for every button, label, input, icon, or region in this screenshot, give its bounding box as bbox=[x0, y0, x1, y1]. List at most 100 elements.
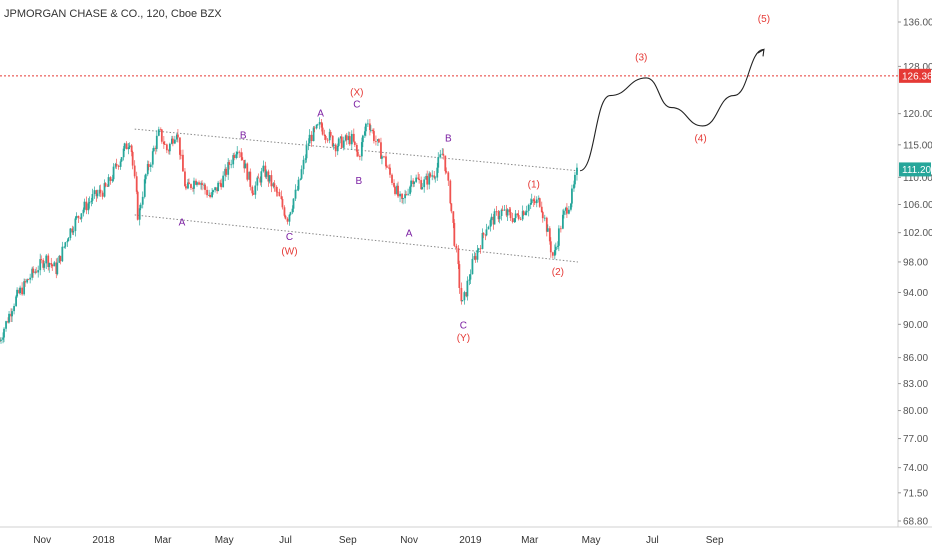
resistance-level-badge bbox=[899, 68, 931, 83]
candle-body bbox=[469, 274, 472, 280]
candle-body bbox=[59, 255, 62, 262]
candle-body bbox=[347, 136, 350, 141]
candle-body bbox=[350, 133, 353, 145]
candle-body bbox=[331, 135, 334, 147]
candle-body bbox=[47, 255, 50, 267]
candle-body bbox=[334, 144, 337, 152]
candle-body bbox=[372, 129, 374, 132]
candle-body bbox=[565, 207, 567, 211]
candle-body bbox=[355, 144, 358, 152]
candle-body bbox=[160, 129, 163, 142]
channel-lower-line bbox=[134, 214, 579, 263]
candle-body bbox=[233, 155, 236, 158]
candle-body bbox=[259, 178, 262, 183]
candle-body bbox=[318, 122, 321, 125]
candle-body bbox=[0, 339, 2, 341]
candle-body bbox=[40, 259, 43, 261]
candle-body bbox=[385, 156, 387, 167]
candle-body bbox=[557, 228, 560, 246]
wave-label: C bbox=[286, 232, 293, 243]
candle-body bbox=[495, 211, 498, 213]
wave-label: A bbox=[179, 218, 186, 229]
candle-body bbox=[308, 134, 311, 144]
candle-body bbox=[154, 147, 157, 149]
candle-body bbox=[561, 214, 564, 229]
candle-body bbox=[500, 209, 503, 216]
candle-body bbox=[439, 154, 442, 158]
candle-body bbox=[133, 165, 136, 177]
candle-body bbox=[264, 165, 267, 177]
candle-body bbox=[265, 171, 268, 177]
chart-title: JPMORGAN CHASE & CO., 120, Cboe BZX bbox=[4, 8, 222, 20]
candle-body bbox=[146, 164, 149, 175]
candle-body bbox=[455, 245, 458, 249]
candle-body bbox=[505, 209, 508, 216]
candle-body bbox=[508, 209, 511, 213]
candle-body bbox=[497, 211, 500, 220]
projection-path bbox=[579, 48, 765, 172]
candle-body bbox=[447, 172, 450, 181]
candle-body bbox=[463, 292, 466, 301]
candle-body bbox=[519, 218, 522, 220]
candle-body bbox=[211, 192, 213, 198]
candle-body bbox=[103, 183, 106, 197]
candle-body bbox=[516, 213, 519, 216]
candle-body bbox=[190, 184, 192, 189]
candle-body bbox=[458, 264, 461, 288]
candle-body bbox=[125, 143, 128, 150]
price-tick-label: 86.00 bbox=[903, 353, 928, 364]
candle-body bbox=[167, 150, 170, 152]
candle-body bbox=[249, 171, 252, 187]
candle-body bbox=[540, 206, 543, 213]
candle-body bbox=[187, 182, 189, 189]
wave-label: B bbox=[445, 134, 452, 145]
candle-body bbox=[375, 141, 377, 142]
price-tick-label: 94.00 bbox=[903, 288, 928, 299]
candle-body bbox=[291, 208, 294, 213]
candle-body bbox=[58, 255, 61, 263]
candle-body bbox=[307, 143, 310, 146]
candle-body bbox=[471, 258, 474, 275]
candle-body bbox=[373, 131, 375, 142]
candle-body bbox=[82, 209, 85, 214]
candle-body bbox=[29, 277, 32, 280]
candle-body bbox=[412, 180, 415, 185]
candle-body bbox=[289, 212, 292, 215]
candle-body bbox=[196, 182, 198, 185]
candle-body bbox=[99, 189, 102, 193]
wave-label: B bbox=[240, 130, 247, 141]
candle-body bbox=[484, 234, 487, 236]
candle-body bbox=[209, 194, 211, 198]
candle-body bbox=[203, 184, 205, 186]
wave-label: (3) bbox=[635, 53, 647, 64]
candle-body bbox=[396, 185, 398, 194]
candle-body bbox=[262, 165, 265, 172]
candle-body bbox=[173, 139, 176, 144]
candle-body bbox=[267, 171, 270, 182]
candle-body bbox=[431, 175, 434, 177]
candle-body bbox=[487, 226, 490, 230]
candle-body bbox=[176, 134, 178, 140]
candle-body bbox=[420, 180, 423, 190]
candle-body bbox=[276, 191, 279, 193]
candle-body bbox=[320, 122, 323, 128]
time-tick-label: Mar bbox=[154, 535, 172, 546]
candle-body bbox=[415, 177, 418, 182]
candle-body bbox=[162, 141, 165, 145]
candle-body bbox=[473, 256, 476, 259]
candle-body bbox=[312, 127, 315, 142]
candle-body bbox=[383, 156, 385, 158]
candle-body bbox=[436, 167, 439, 178]
candle-body bbox=[378, 139, 380, 143]
candle-body bbox=[305, 145, 308, 159]
price-tick-label: 68.80 bbox=[903, 517, 928, 528]
time-tick-label: May bbox=[582, 535, 601, 546]
candle-body bbox=[566, 207, 568, 214]
candle-body bbox=[353, 141, 356, 145]
candle-body bbox=[509, 212, 512, 219]
candle-body bbox=[352, 133, 355, 142]
candle-body bbox=[466, 280, 469, 297]
candle-body bbox=[72, 230, 75, 233]
candle-body bbox=[511, 218, 514, 222]
